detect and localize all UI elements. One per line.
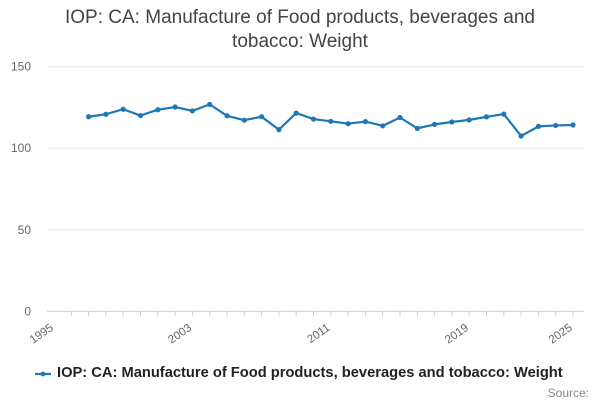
svg-text:50: 50: [18, 223, 32, 237]
svg-text:2025: 2025: [547, 322, 575, 347]
svg-text:100: 100: [11, 141, 31, 155]
svg-text:0: 0: [24, 304, 31, 318]
svg-text:2003: 2003: [166, 322, 194, 347]
svg-text:2019: 2019: [443, 322, 471, 347]
svg-text:1995: 1995: [28, 322, 56, 347]
svg-text:150: 150: [11, 60, 31, 74]
svg-text:2011: 2011: [305, 322, 332, 346]
